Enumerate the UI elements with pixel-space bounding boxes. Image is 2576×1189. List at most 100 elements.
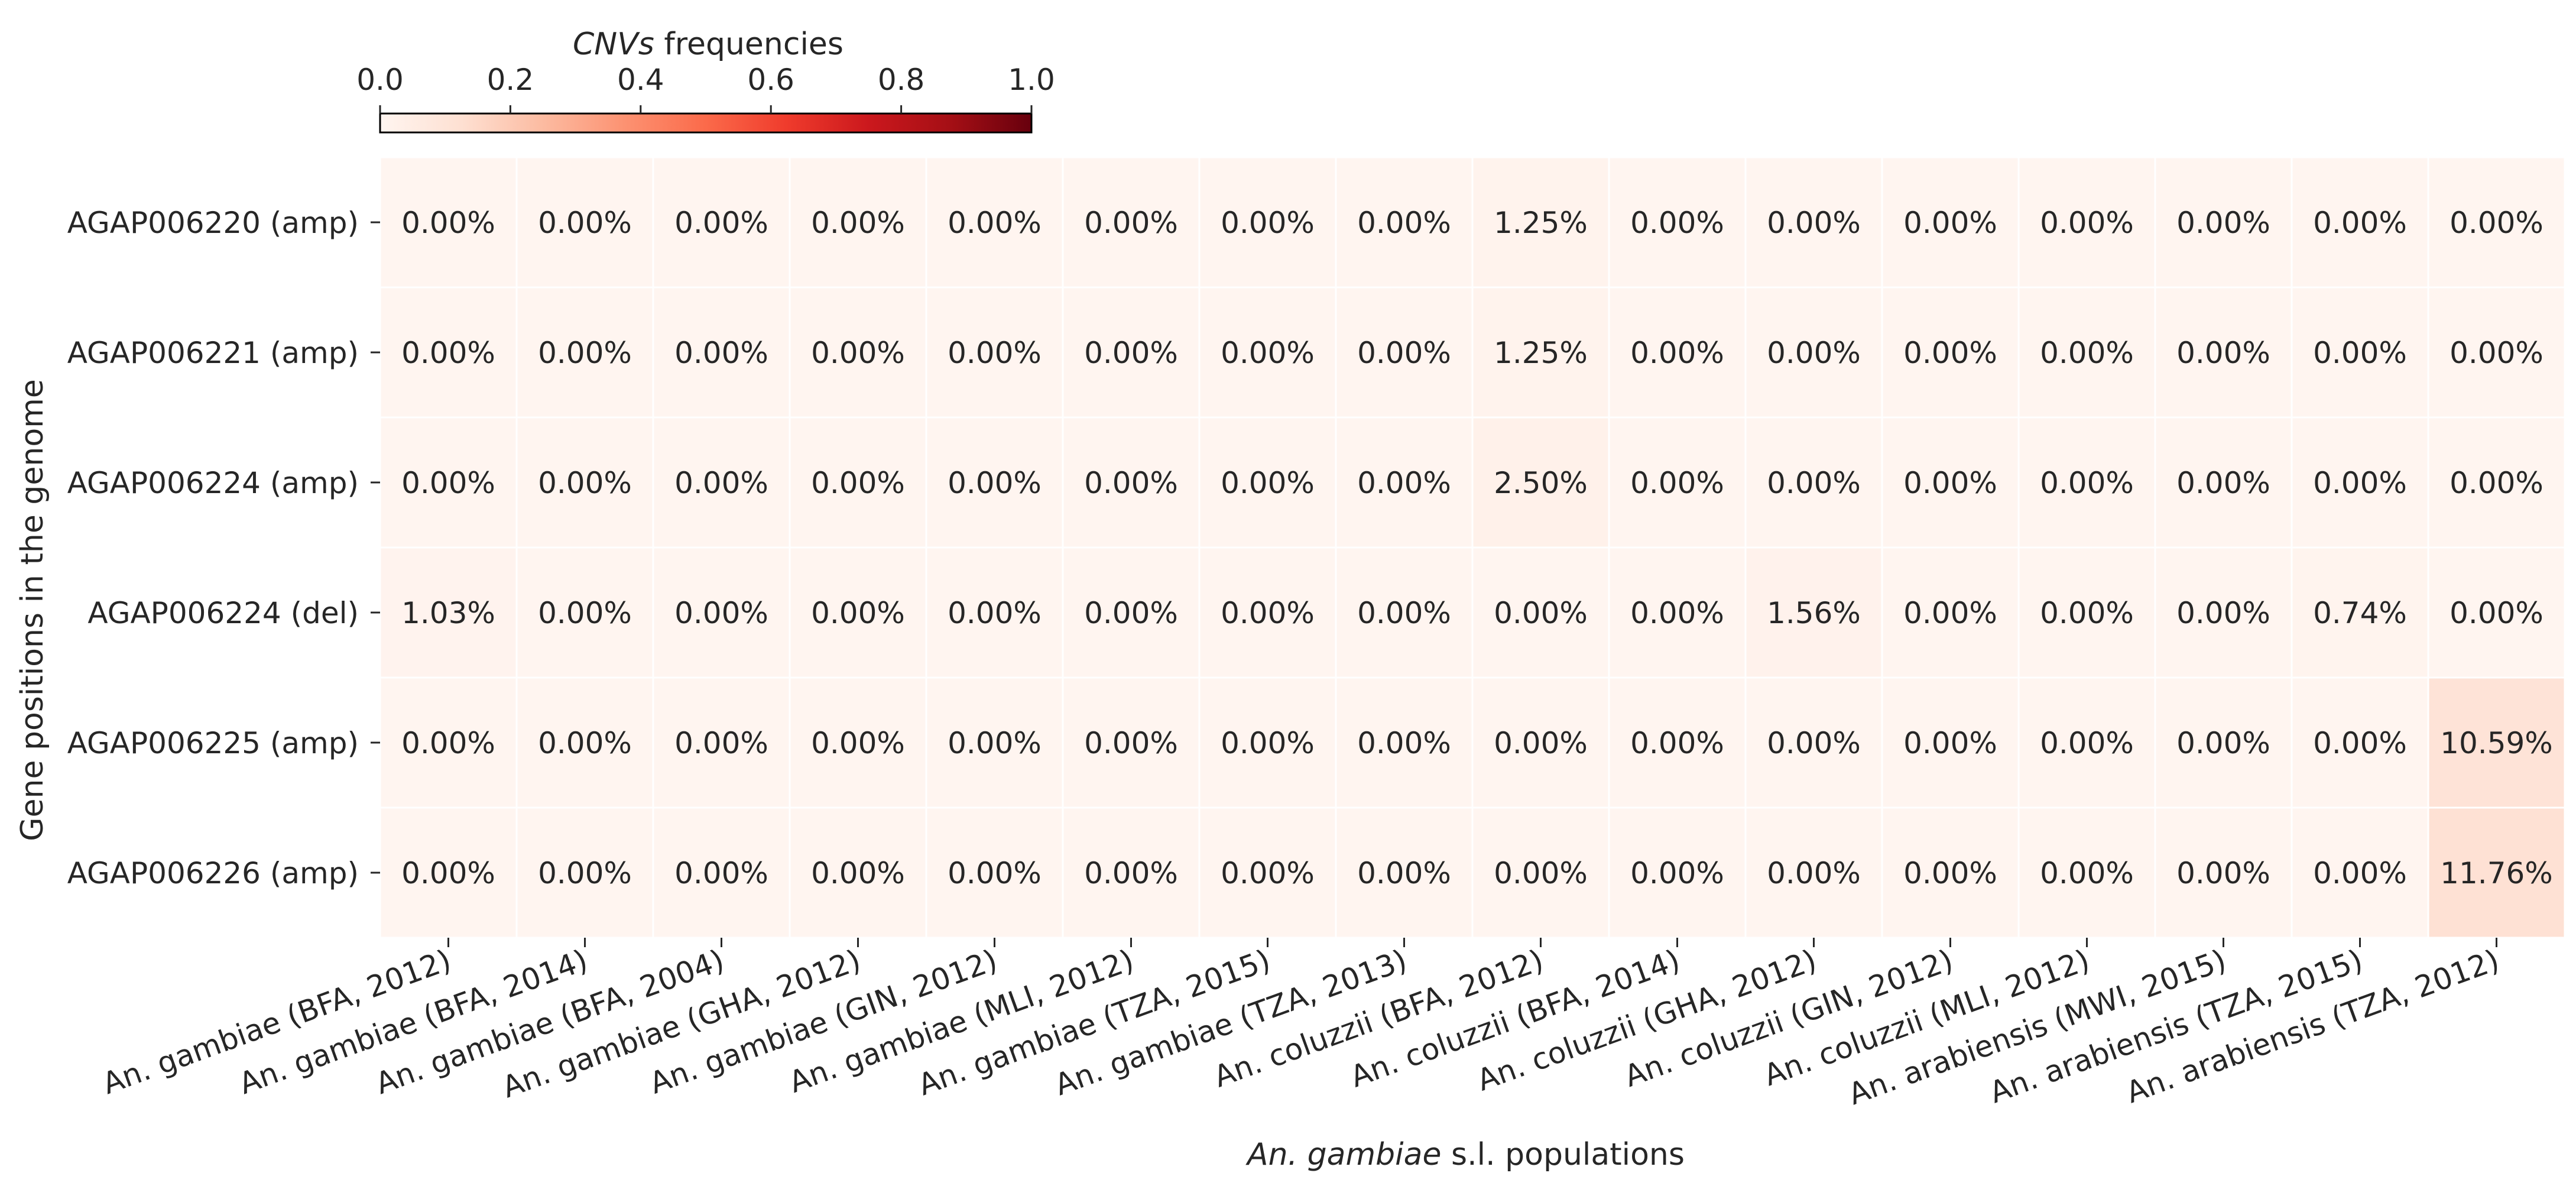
heatmap-cell-label: 0.00% <box>1084 596 1178 630</box>
heatmap-cell <box>1881 546 2020 679</box>
heatmap-cell-label: 0.00% <box>1084 726 1178 760</box>
heatmap-cell-label: 0.00% <box>2450 336 2543 370</box>
heatmap-cell <box>1608 286 1747 419</box>
heatmap-cell <box>2154 546 2293 679</box>
heatmap-cell <box>2427 546 2566 679</box>
colorbar-gradient <box>379 112 1033 134</box>
heatmap-cell-labels: 0.00% 0.00% 0.00% 0.00% 0.00% 0.00% 0.00% 0.00%… <box>401 206 2553 890</box>
heatmap-cell-label: 0.00% <box>1630 856 1724 890</box>
x-axis-ticks <box>447 938 2497 947</box>
heatmap-cell-label: 0.00% <box>1630 466 1724 500</box>
heatmap-cell <box>1608 156 1747 289</box>
heatmap-cell <box>1744 676 1883 809</box>
heatmap-cell-label: 0.00% <box>538 466 632 500</box>
heatmap-cell-label: 0.00% <box>1221 206 1315 240</box>
heatmap-cell-label: 0.00% <box>1494 726 1588 760</box>
heatmap-cell <box>1335 806 1474 939</box>
heatmap-cell-label: 0.00% <box>538 336 632 370</box>
heatmap-cell <box>1062 546 1201 679</box>
heatmap-cell-label: 0.00% <box>1630 336 1724 370</box>
heatmap-cell-label: 0.00% <box>811 596 905 630</box>
heatmap-cell-label: 0.00% <box>2313 466 2407 500</box>
heatmap-cell-label: 0.00% <box>1357 336 1451 370</box>
heatmap-cell <box>1062 416 1201 549</box>
heatmap-cell <box>2017 416 2156 549</box>
heatmap-cell-label: 0.00% <box>2450 466 2543 500</box>
heatmap-cell <box>789 156 927 289</box>
heatmap-cell <box>1881 676 2020 809</box>
heatmap-cell-label: 0.00% <box>948 726 1042 760</box>
heatmap-cell-label: 0.00% <box>811 726 905 760</box>
heatmap-cell <box>2017 156 2156 289</box>
y-axis-tick-label: AGAP006226 (amp) <box>67 856 359 890</box>
heatmap-cells <box>379 156 2566 939</box>
heatmap-cell-label: 0.00% <box>1084 336 1178 370</box>
heatmap-cell-label: 0.00% <box>811 466 905 500</box>
heatmap-cell <box>1744 286 1883 419</box>
heatmap-cell <box>1608 416 1747 549</box>
heatmap-cell-label: 0.00% <box>1903 336 1997 370</box>
heatmap-cell <box>1335 286 1474 419</box>
heatmap-cell-label: 0.00% <box>538 856 632 890</box>
colorbar-tick-label: 0.2 <box>487 63 534 97</box>
colorbar-tick-label: 0.0 <box>356 63 404 97</box>
heatmap-cell <box>789 416 927 549</box>
y-axis-tick-labels: AGAP006220 (amp) AGAP006221 (amp) AGAP0062… <box>67 206 359 890</box>
y-axis-title: Gene positions in the genome <box>15 379 50 841</box>
heatmap-cell-label: 2.50% <box>1494 466 1588 500</box>
heatmap-cell <box>789 676 927 809</box>
heatmap-cell-label: 0.00% <box>2176 466 2270 500</box>
heatmap-cell-label: 0.00% <box>401 726 495 760</box>
heatmap-cell-label: 0.00% <box>811 206 905 240</box>
heatmap-cell <box>925 286 1064 419</box>
heatmap-cell <box>1471 416 1610 549</box>
y-axis-tick-label: AGAP006221 (amp) <box>67 336 359 370</box>
heatmap-cell <box>1335 156 1474 289</box>
heatmap-cell-label: 1.56% <box>1767 596 1861 630</box>
heatmap-cell <box>2017 806 2156 939</box>
heatmap-cell <box>925 156 1064 289</box>
heatmap-cell-label: 0.00% <box>674 596 768 630</box>
heatmap-cell-label: 0.00% <box>2313 336 2407 370</box>
heatmap-cell <box>1198 286 1337 419</box>
heatmap-cell <box>2154 286 2293 419</box>
heatmap-cell-label: 0.00% <box>2176 856 2270 890</box>
heatmap-cell-label: 1.03% <box>401 596 495 630</box>
y-axis-tick-label: AGAP006225 (amp) <box>67 726 359 760</box>
heatmap-cell-label: 0.00% <box>1084 466 1178 500</box>
heatmap-cell-label: 0.00% <box>2040 206 2134 240</box>
heatmap-cell-label: 0.00% <box>1357 206 1451 240</box>
heatmap-cell <box>1198 676 1337 809</box>
heatmap-cell-label: 0.00% <box>1903 856 1997 890</box>
heatmap-cell-label: 0.00% <box>674 726 768 760</box>
heatmap-cell <box>2427 806 2566 939</box>
colorbar-tick-label: 1.0 <box>1008 63 1055 97</box>
heatmap-cell-label: 11.76% <box>2440 856 2553 890</box>
heatmap-cell-label: 0.00% <box>1221 336 1315 370</box>
colorbar-tick-labels: 0.0 0.2 0.4 0.6 0.8 1.0 <box>356 63 1055 97</box>
heatmap-cell-label: 0.00% <box>1767 336 1861 370</box>
heatmap-cell-label: 0.00% <box>1903 466 1997 500</box>
heatmap-cell-label: 0.00% <box>948 856 1042 890</box>
heatmap-cell <box>2427 286 2566 419</box>
heatmap-cell-label: 0.00% <box>1357 466 1451 500</box>
heatmap-cell-label: 0.00% <box>2313 726 2407 760</box>
heatmap-cell-label: 0.00% <box>1221 726 1315 760</box>
heatmap-cell <box>1062 156 1201 289</box>
heatmap-cell <box>2017 546 2156 679</box>
colorbar-title: CNVs frequencies <box>573 27 843 62</box>
heatmap-cell <box>1881 156 2020 289</box>
heatmap-cell-label: 0.00% <box>1221 856 1315 890</box>
colorbar: CNVs frequencies 0.0 0.2 0.4 0.6 0.8 1.0 <box>356 27 1055 134</box>
heatmap-cell-label: 0.00% <box>538 596 632 630</box>
heatmap-cell <box>2427 156 2566 289</box>
heatmap-cell-label: 0.00% <box>1903 596 1997 630</box>
heatmap-cell-label: 0.00% <box>1494 596 1588 630</box>
heatmap-cell-label: 0.00% <box>674 206 768 240</box>
heatmap-cell-label: 1.25% <box>1494 336 1588 370</box>
heatmap-cell <box>925 546 1064 679</box>
heatmap-cell <box>379 286 518 419</box>
colorbar-title-rest: frequencies <box>654 27 843 62</box>
heatmap-cell-label: 0.00% <box>2450 206 2543 240</box>
heatmap-cell-label: 0.00% <box>2313 856 2407 890</box>
